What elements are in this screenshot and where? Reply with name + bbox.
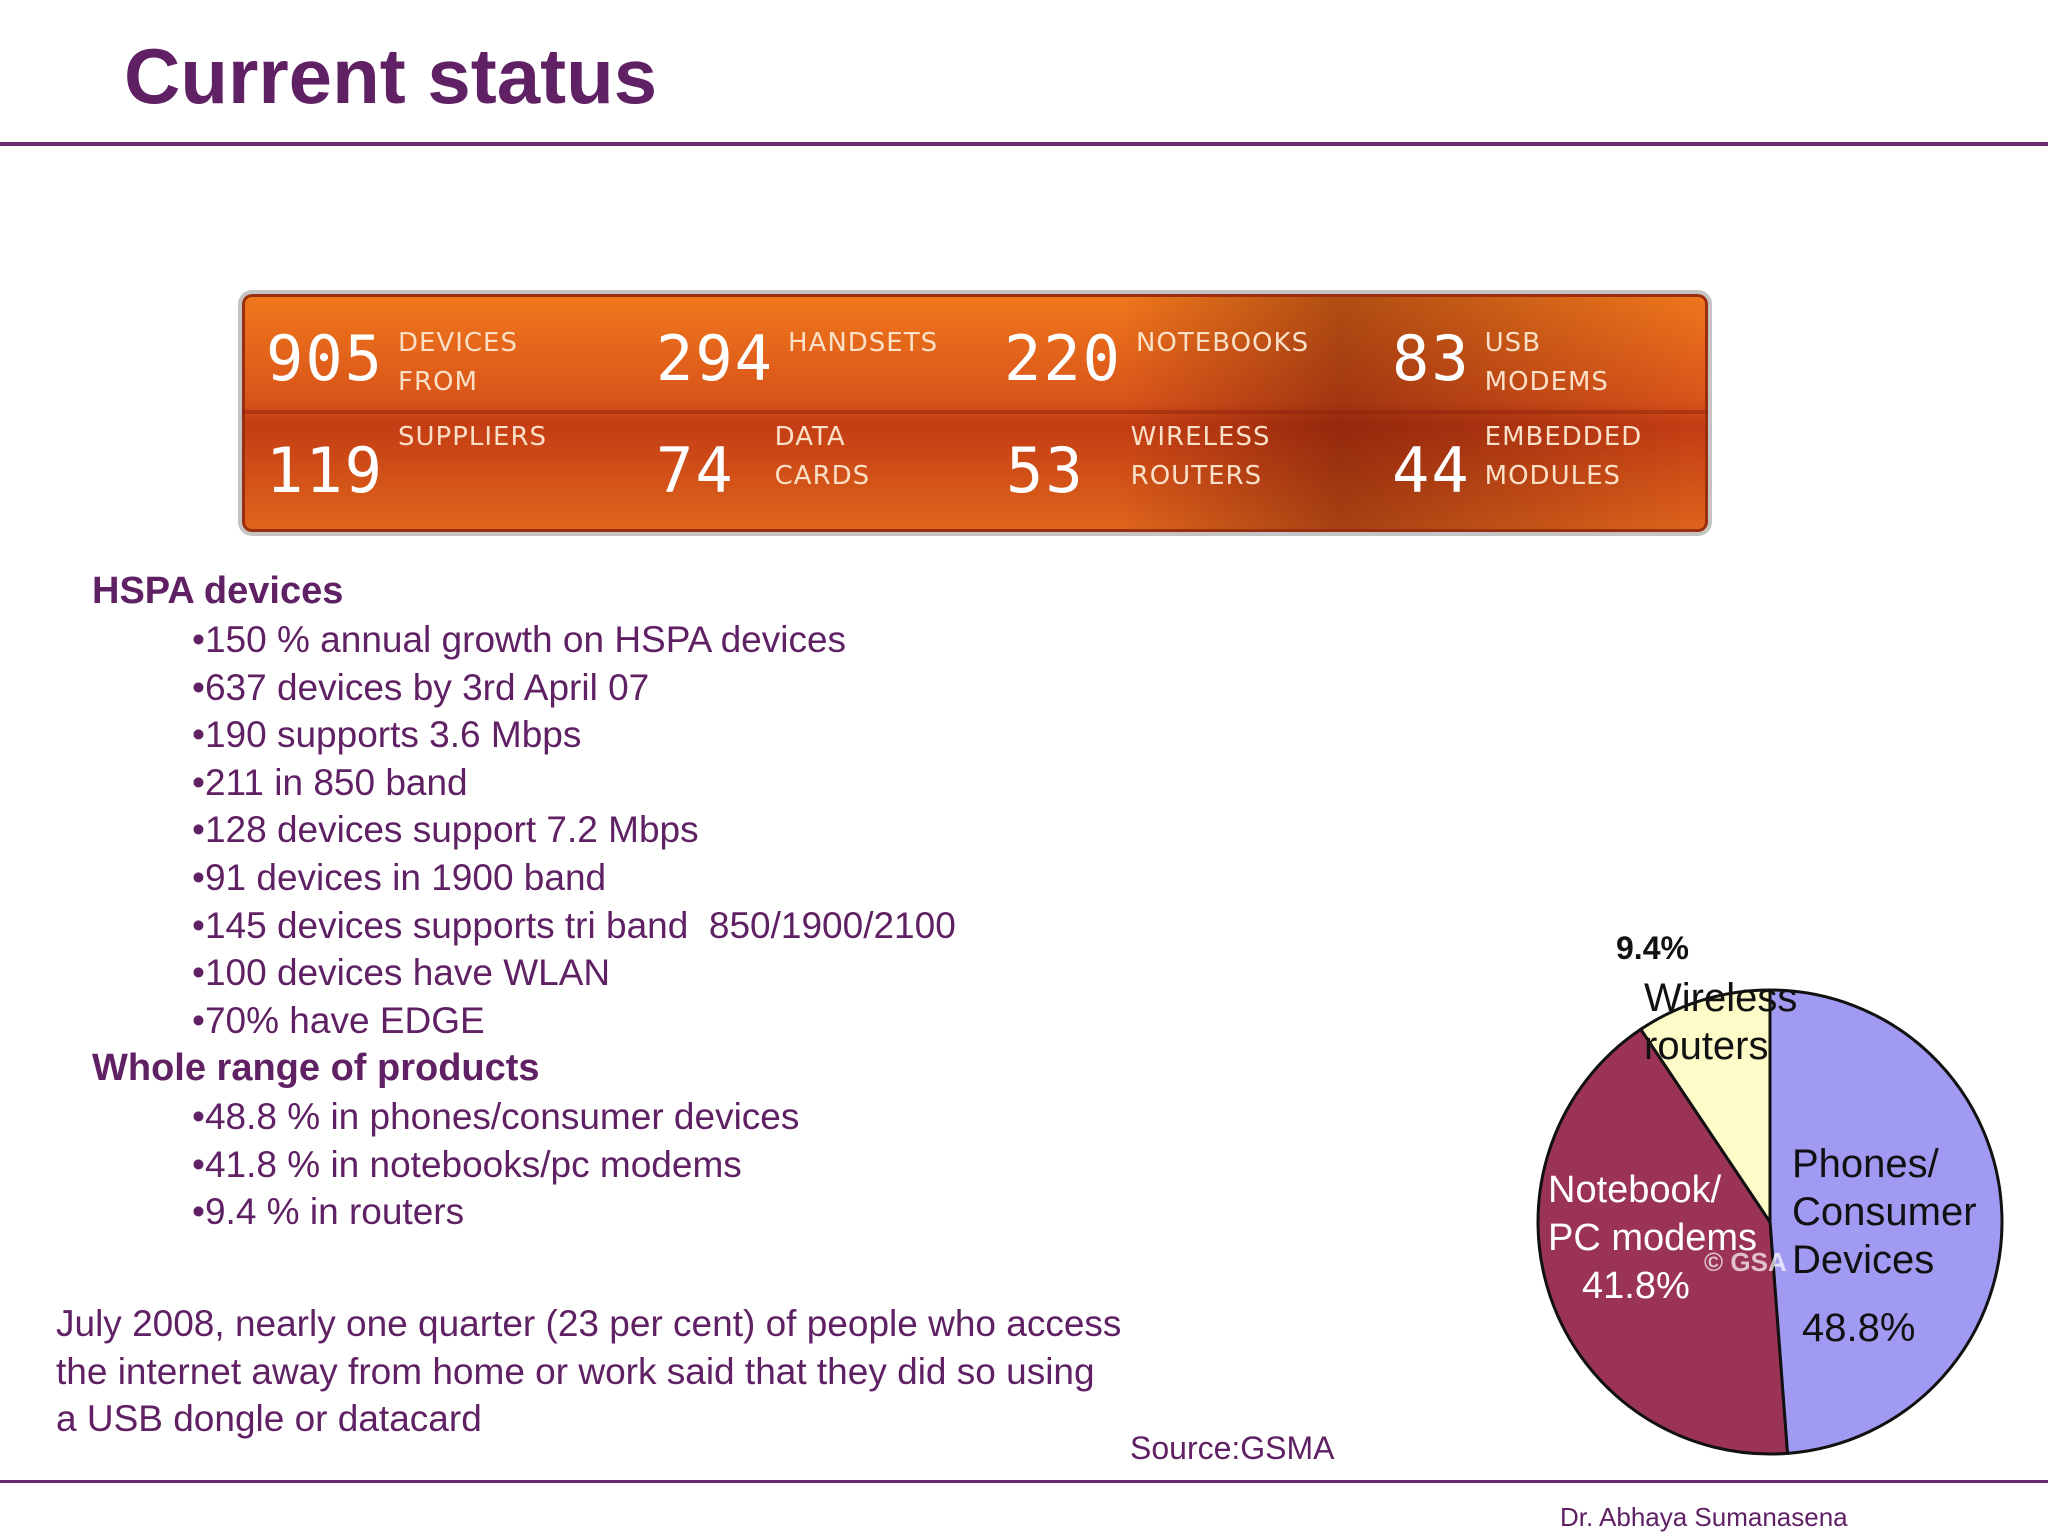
pie-slice-percent-label: 9.4% xyxy=(1616,930,1689,966)
stat-embedded-modules: 44 EMBEDDED MODULES xyxy=(1392,422,1642,507)
stat-label: SUPPLIERS xyxy=(397,422,548,452)
stat-number: 294 xyxy=(656,322,774,395)
stat-label: EMBEDDED MODULES xyxy=(1484,422,1643,491)
pie-watermark: © GSA xyxy=(1704,1247,1787,1277)
section-heading-hspa: HSPA devices xyxy=(92,570,344,612)
pie-slice-label: Phones/ Consumer Devices xyxy=(1792,1142,1977,1282)
usb-dongle-note: July 2008, nearly one quarter (23 per ce… xyxy=(56,1303,1122,1440)
stat-handsets: 294 HANDSETS xyxy=(656,328,938,390)
pie-slice-label: Wireless routers xyxy=(1644,976,1798,1068)
stat-number: 44 xyxy=(1392,434,1471,507)
stat-number: 53 xyxy=(1006,434,1085,507)
stat-wireless-routers: 53 WIRELESS ROUTERS xyxy=(1006,422,1270,507)
stat-devices: 905 DEVICES FROM xyxy=(266,328,518,402)
list-item: 41.8 % in notebooks/pc modems xyxy=(192,1141,799,1189)
author-credit: Dr. Abhaya Sumanasena xyxy=(1560,1502,1848,1532)
stat-number: 220 xyxy=(1004,322,1122,395)
stat-label: USB MODEMS xyxy=(1484,328,1609,397)
list-item: 128 devices support 7.2 Mbps xyxy=(192,806,956,854)
list-item: 145 devices supports tri band 850/1900/2… xyxy=(192,902,956,950)
stat-suppliers: 119 SUPPLIERS xyxy=(266,422,547,507)
pie-slice xyxy=(1638,988,1772,1227)
list-item: 150 % annual growth on HSPA devices xyxy=(192,616,956,664)
stats-banner: 905 DEVICES FROM 294 HANDSETS 220 NOTEBO… xyxy=(242,294,1708,532)
list-item: 100 devices have WLAN xyxy=(192,949,956,997)
stat-number: 74 xyxy=(656,434,735,507)
stat-label: NOTEBOOKS xyxy=(1135,328,1310,358)
stat-notebooks: 220 NOTEBOOKS xyxy=(1004,328,1309,390)
title-divider xyxy=(0,142,2048,146)
pie-slice-label: Notebook/ PC modems xyxy=(1548,1169,1758,1259)
list-item: 637 devices by 3rd April 07 xyxy=(192,664,956,712)
pie-slice-percent-label: 48.8% xyxy=(1802,1306,1916,1350)
section-heading-products: Whole range of products xyxy=(92,1047,540,1089)
stat-label: HANDSETS xyxy=(787,328,939,358)
footer-divider xyxy=(0,1480,2048,1483)
pie-slice xyxy=(1768,988,2004,1455)
stat-number: 905 xyxy=(266,322,384,395)
products-bullet-list: 48.8 % in phones/consumer devices 41.8 %… xyxy=(192,1093,799,1236)
stat-usb-modems: 83 USB MODEMS xyxy=(1392,328,1609,402)
pie-svg xyxy=(1536,988,2004,1456)
list-item: 70% have EDGE xyxy=(192,997,956,1045)
stat-number: 119 xyxy=(266,434,384,507)
list-item: 9.4 % in routers xyxy=(192,1188,799,1236)
slide-title: Current status xyxy=(124,32,658,120)
hspa-bullet-list: 150 % annual growth on HSPA devices 637 … xyxy=(192,616,956,1044)
stat-label: DEVICES FROM xyxy=(397,328,518,397)
stat-data-cards: 74 DATA CARDS xyxy=(656,422,870,507)
list-item: 48.8 % in phones/consumer devices xyxy=(192,1093,799,1141)
device-share-pie-chart: 9.4% Wireless routers Notebook/ PC modem… xyxy=(1500,920,2040,1460)
stat-label: DATA CARDS xyxy=(774,422,871,491)
stat-label: WIRELESS ROUTERS xyxy=(1130,422,1271,491)
pie-slice xyxy=(1536,1027,1790,1456)
list-item: 211 in 850 band xyxy=(192,759,956,807)
list-item: 91 devices in 1900 band xyxy=(192,854,956,902)
stat-number: 83 xyxy=(1392,322,1471,395)
list-item: 190 supports 3.6 Mbps xyxy=(192,711,956,759)
pie-slice-percent-label: 41.8% xyxy=(1582,1265,1690,1307)
source-credit: Source:GSMA xyxy=(1130,1430,1335,1466)
